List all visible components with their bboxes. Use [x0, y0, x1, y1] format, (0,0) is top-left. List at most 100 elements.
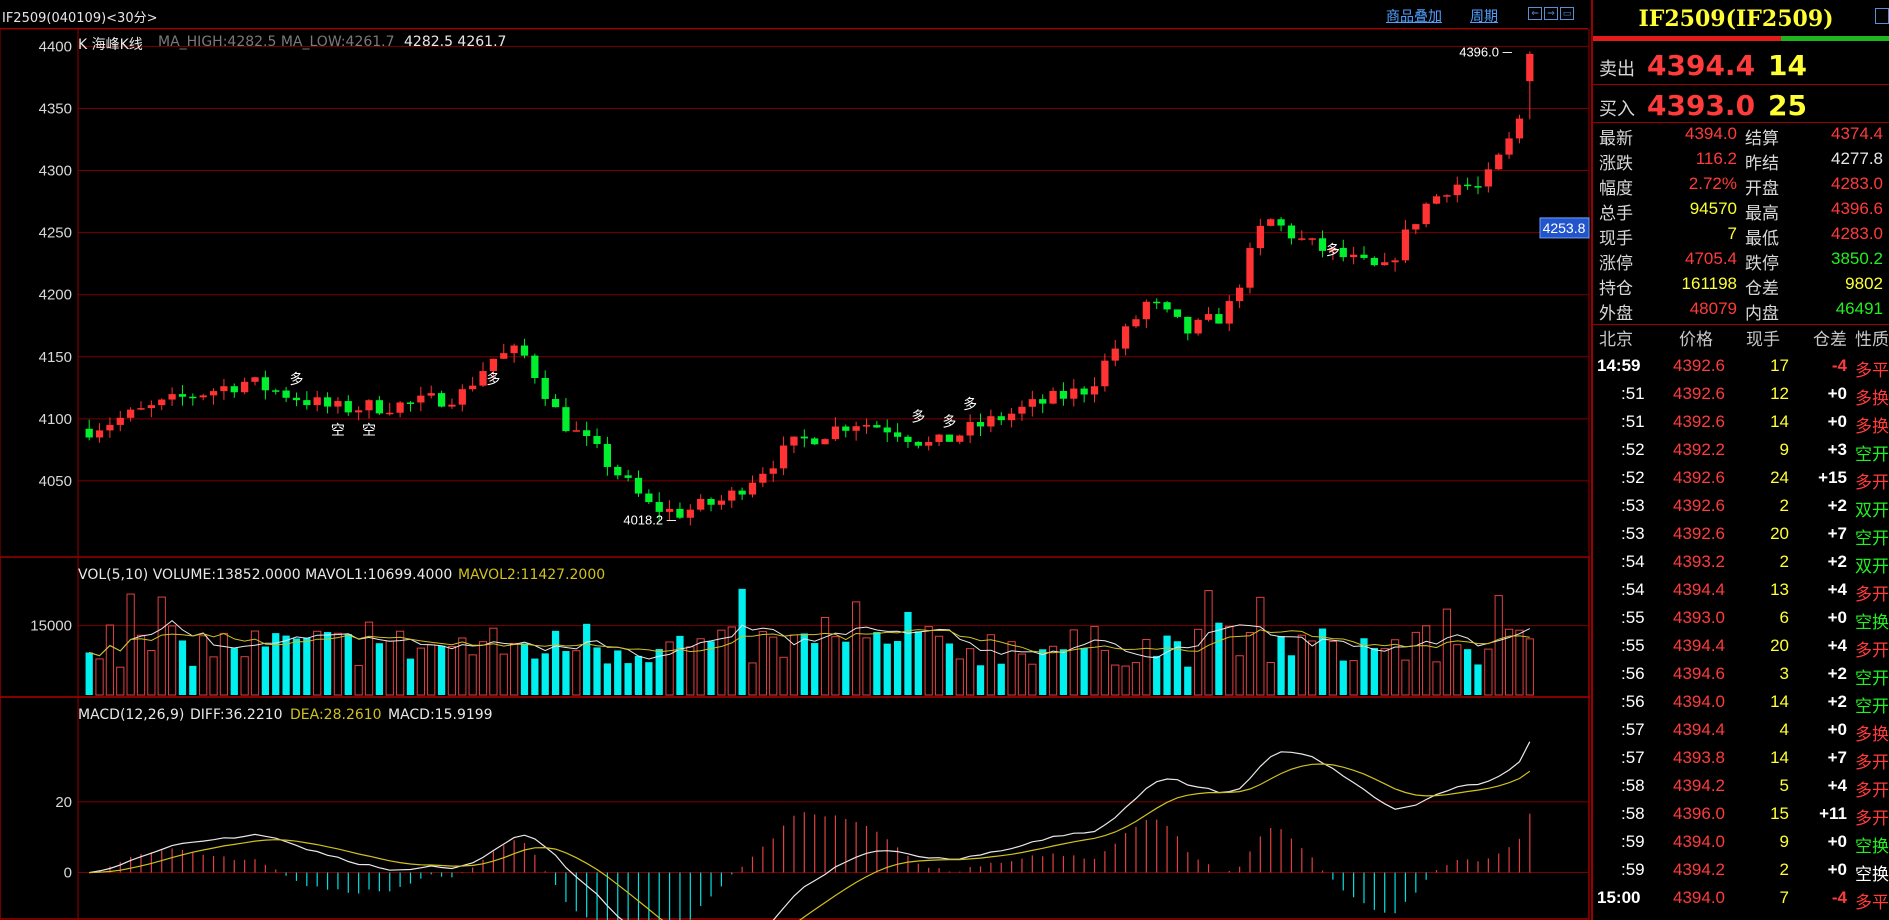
volume-bar [924, 626, 933, 696]
volume-bar [292, 638, 301, 695]
candle-body [1173, 309, 1182, 317]
candle-body [209, 391, 218, 396]
volume-bar [614, 650, 622, 695]
volume-bar [219, 632, 229, 696]
signal-marker: 多 [289, 371, 303, 388]
overlay-link[interactable]: 商品叠加 [1386, 9, 1442, 25]
tick-volume: 15 [1770, 804, 1789, 823]
candle-body [551, 398, 560, 408]
candle-body [748, 482, 757, 495]
tick-oi-change: +4 [1827, 580, 1847, 599]
candle-body [1215, 314, 1223, 324]
signal-marker: 空 [331, 423, 345, 439]
tick-oi-change: +7 [1827, 524, 1847, 543]
tick-header-oi: 仓差 [1813, 330, 1847, 350]
candle-body [1204, 314, 1213, 320]
candle-body [790, 436, 798, 446]
volume-bar [966, 648, 975, 696]
candle-body [448, 404, 456, 407]
period-link[interactable]: 周期 [1470, 9, 1498, 25]
tick-type: 空开 [1855, 445, 1889, 464]
kline-chart[interactable]: 4400 4350 4300 4250 4200 4150 4100 4050 4396.0 ─… [0, 29, 1590, 920]
title-bar: IF2509(040109)<30分> 商品叠加 周期 ⇐ ⇒ ▭ [0, 0, 1588, 29]
volume-bar [1390, 639, 1400, 696]
vol-ma2-label: MAVOL2:11427.2000 [458, 567, 606, 583]
stat-7-left: 外盘 48079 [1599, 299, 1737, 324]
stat-4-right: 最低 4283.0 [1745, 224, 1883, 249]
volume-bar [447, 645, 457, 696]
candle-body [1267, 219, 1275, 226]
candle-body [583, 430, 591, 437]
price-tick-label: 4100 [39, 411, 72, 428]
volume-bar [593, 647, 601, 695]
volume-bar [1318, 628, 1327, 695]
candle-body [1318, 238, 1327, 251]
macd-value-label: MACD:15.9199 [388, 707, 493, 723]
signal-marker: 多 [486, 371, 500, 388]
tick-row: :57 4393.8 14 +7 多开 [1593, 746, 1889, 774]
candle-body [1111, 348, 1119, 361]
volume-bar [1432, 661, 1441, 696]
tick-volume: 2 [1779, 496, 1789, 515]
volume-bar [1380, 648, 1389, 696]
volume-bar [1184, 666, 1192, 695]
candle-body [1308, 238, 1316, 240]
volume-bar [478, 641, 488, 696]
divider [1593, 84, 1889, 85]
volume-bar [1515, 629, 1524, 696]
tick-row: :56 4394.6 3 +2 空开 [1593, 662, 1889, 690]
tick-volume: 9 [1779, 440, 1789, 459]
volume-bar [717, 629, 726, 696]
layout-icon[interactable]: ▭ [1560, 7, 1574, 20]
divider [1593, 122, 1889, 123]
tick-type: 多开 [1855, 781, 1889, 800]
ask-row: 卖出 4394.4 14 [1593, 45, 1889, 85]
candle-body [313, 397, 321, 406]
tick-price: 4394.0 [1673, 832, 1725, 851]
candle-body [956, 435, 964, 442]
tick-time: 15:00 [1597, 888, 1641, 907]
volume-bar [406, 658, 415, 695]
candle-body [168, 394, 176, 400]
tick-oi-change: +2 [1827, 664, 1847, 683]
tick-time: 14:59 [1597, 356, 1641, 375]
candle-body [1412, 224, 1420, 230]
candle-body [1101, 360, 1109, 387]
volume-bar [862, 637, 871, 696]
volume-bar [209, 656, 218, 696]
tick-row: :59 4394.0 9 +0 空换 [1593, 830, 1889, 858]
price-tick-label: 4150 [39, 349, 72, 366]
candle-body [1474, 186, 1482, 188]
candle-body [1018, 406, 1026, 414]
arrow-left-icon[interactable]: ⇐ [1528, 7, 1542, 20]
stat-label: 昨结 [1745, 154, 1779, 174]
candle-body [427, 393, 435, 396]
candle-body [800, 436, 808, 439]
vol-label: VOL(5,10) VOLUME:13852.0000 MAVOL1:10699… [78, 567, 453, 583]
volume-bar [136, 634, 146, 696]
current-price-tag [1539, 217, 1590, 239]
macd-tick-label: 0 [64, 865, 72, 882]
tick-oi-change: +2 [1827, 552, 1847, 571]
tick-row: :55 4394.4 20 +4 多开 [1593, 634, 1889, 662]
volume-bar [520, 643, 529, 695]
candle-body [1484, 169, 1492, 187]
candle-body [738, 490, 746, 495]
ask-price: 4394.4 [1647, 49, 1756, 82]
volume-bar [1039, 649, 1047, 695]
panel-toggle-icon[interactable] [1875, 8, 1889, 24]
signal-marker: 多 [942, 413, 956, 430]
candle-body [1080, 388, 1088, 395]
ma-values: MA_HIGH:4282.5 MA_LOW:4261.7 [158, 34, 395, 50]
volume-bar [385, 640, 394, 696]
candle-body [603, 443, 612, 467]
stat-0-right: 结算 4374.4 [1745, 124, 1883, 149]
candle-body [199, 395, 207, 398]
stat-value: 4394.0 [1685, 124, 1737, 143]
arrow-right-icon[interactable]: ⇒ [1544, 7, 1558, 20]
chart-area[interactable]: 4400 4350 4300 4250 4200 4150 4100 4050 4396.0 ─… [0, 29, 1590, 920]
volume-bar [1153, 655, 1161, 695]
volume-bar [665, 641, 674, 696]
stat-6-right: 仓差 9802 [1745, 274, 1883, 299]
candle-body [1028, 399, 1036, 407]
